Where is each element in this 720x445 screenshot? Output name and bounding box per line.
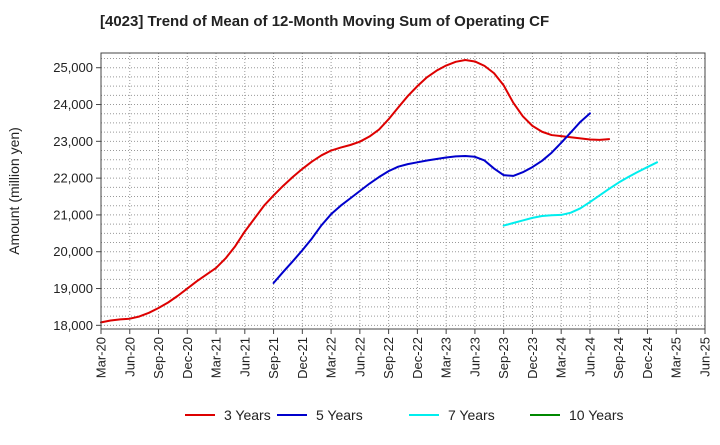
legend: 3 Years 5 Years 7 Years 10 Years [185, 407, 624, 423]
x-tick-label: Mar-25 [669, 337, 684, 378]
series-line-3-years [100, 58, 611, 324]
y-tick-label: 19,000 [53, 281, 93, 296]
x-tick-label: Jun-22 [352, 337, 367, 377]
x-tick-label: Dec-23 [525, 337, 540, 379]
x-tick-label: Sep-21 [266, 337, 281, 379]
x-tick-label: Mar-24 [554, 337, 569, 378]
x-tick-label: Jun-20 [122, 337, 137, 377]
x-tick-label: Dec-21 [295, 337, 310, 379]
x-tick-label: Mar-20 [94, 337, 109, 378]
y-axis-ticks: 18,000 19,000 20,000 21,000 22,000 23,000 24,0… [53, 60, 101, 333]
x-tick-label: Sep-20 [151, 337, 166, 379]
x-tick-label: Jun-25 [698, 337, 713, 377]
series-line-7-years [502, 161, 659, 227]
x-axis-ticks: Mar-20 Jun-20 Sep-20 Dec-20 Mar-21 Jun-21 Sep-… [94, 329, 713, 379]
y-tick-label: 20,000 [53, 244, 93, 259]
y-tick-label: 22,000 [53, 171, 93, 186]
x-tick-label: Dec-22 [410, 337, 425, 379]
y-tick-label: 18,000 [53, 318, 93, 333]
x-tick-label: Dec-20 [180, 337, 195, 379]
y-axis-label: Amount (million yen) [6, 127, 22, 255]
x-tick-label: Sep-24 [611, 337, 626, 379]
legend-label: 5 Years [316, 407, 363, 423]
x-tick-label: Jun-23 [467, 337, 482, 377]
legend-label: 10 Years [569, 407, 624, 423]
y-tick-label: 21,000 [53, 207, 93, 222]
series-lines [100, 58, 659, 324]
y-tick-label: 23,000 [53, 134, 93, 149]
x-tick-label: Mar-22 [324, 337, 339, 378]
legend-label: 3 Years [224, 407, 271, 423]
x-tick-label: Jun-21 [237, 337, 252, 377]
y-tick-label: 24,000 [53, 97, 93, 112]
x-tick-label: Dec-24 [640, 337, 655, 379]
x-tick-label: Jun-24 [582, 337, 597, 377]
x-tick-label: Mar-23 [439, 337, 454, 378]
gridlines [101, 53, 705, 329]
chart-title: [4023] Trend of Mean of 12-Month Moving … [100, 13, 549, 30]
x-tick-label: Sep-22 [381, 337, 396, 379]
series-line-5-years [272, 112, 591, 284]
plot-frame [100, 52, 706, 330]
x-tick-label: Sep-23 [496, 337, 511, 379]
legend-label: 7 Years [448, 407, 495, 423]
y-tick-label: 25,000 [53, 60, 93, 75]
x-tick-label: Mar-21 [209, 337, 224, 378]
